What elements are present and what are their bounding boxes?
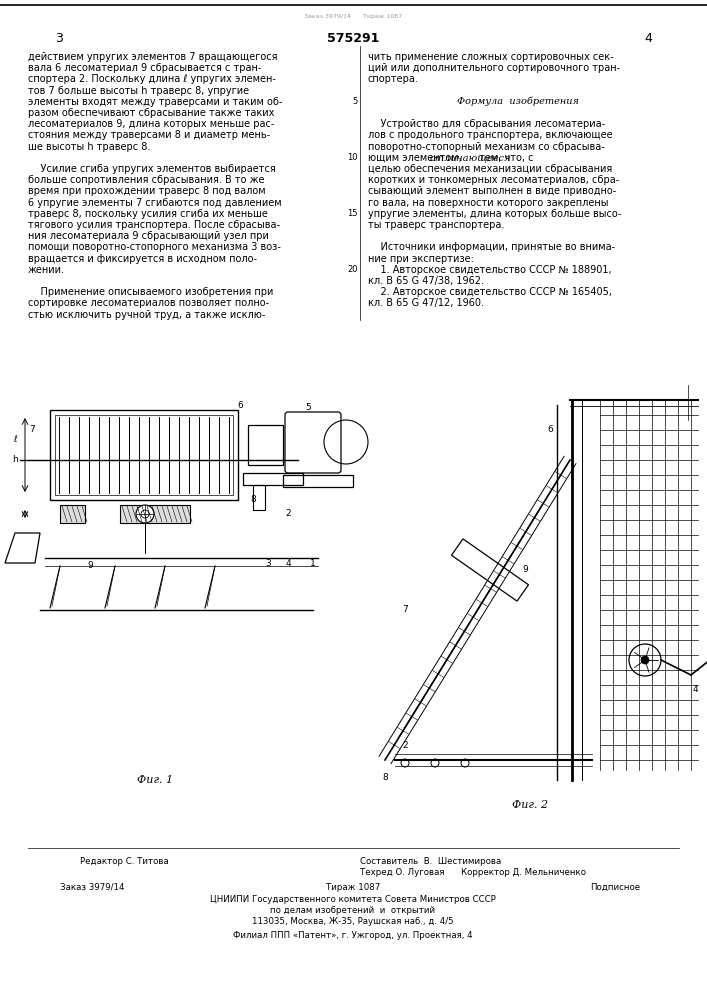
Text: 20: 20 bbox=[348, 265, 358, 274]
Text: упругие элементы, длина которых больше высо-: упругие элементы, длина которых больше в… bbox=[368, 209, 621, 219]
Text: Формула  изобретения: Формула изобретения bbox=[457, 97, 579, 106]
Circle shape bbox=[629, 644, 661, 676]
Text: чить применение сложных сортировочных сек-: чить применение сложных сортировочных се… bbox=[368, 52, 614, 62]
Text: 10: 10 bbox=[348, 153, 358, 162]
Text: Составитель  В.  Шестимирова: Составитель В. Шестимирова bbox=[360, 857, 501, 866]
Circle shape bbox=[401, 759, 409, 767]
Text: действием упругих элементов 7 вращающегося: действием упругих элементов 7 вращающего… bbox=[28, 52, 278, 62]
Circle shape bbox=[141, 510, 149, 518]
Text: 4: 4 bbox=[285, 558, 291, 568]
Text: лов с продольного транспортера, включающее: лов с продольного транспортера, включающ… bbox=[368, 130, 613, 140]
Text: больше сопротивления сбрасывания. В то же: больше сопротивления сбрасывания. В то ж… bbox=[28, 175, 264, 185]
Text: Филиал ППП «Патент», г. Ужгород, ул. Проектная, 4: Филиал ППП «Патент», г. Ужгород, ул. Про… bbox=[233, 931, 473, 940]
Text: спортера 2. Поскольку длина ℓ упругих элемен-: спортера 2. Поскольку длина ℓ упругих эл… bbox=[28, 74, 276, 84]
Text: ющим элементом,: ющим элементом, bbox=[368, 153, 465, 163]
Text: Тираж 1087: Тираж 1087 bbox=[326, 883, 380, 892]
Text: тов 7 больше высоты h траверс 8, упругие: тов 7 больше высоты h траверс 8, упругие bbox=[28, 86, 249, 96]
Text: 113035, Москва, Ж-35, Раушская наб., д. 4/5: 113035, Москва, Ж-35, Раушская наб., д. … bbox=[252, 917, 454, 926]
Text: 8: 8 bbox=[382, 774, 388, 782]
Text: Усилие сгиба упругих элементов выбирается: Усилие сгиба упругих элементов выбираетс… bbox=[28, 164, 276, 174]
Text: кл. В 65 G 47/38, 1962.: кл. В 65 G 47/38, 1962. bbox=[368, 276, 484, 286]
Text: поворотно-стопорный механизм со сбрасыва-: поворотно-стопорный механизм со сбрасыва… bbox=[368, 142, 604, 152]
Polygon shape bbox=[60, 505, 85, 523]
Text: 15: 15 bbox=[348, 209, 358, 218]
Text: Подписное: Подписное bbox=[590, 883, 640, 892]
Text: Редактор С. Титова: Редактор С. Титова bbox=[80, 857, 169, 866]
Text: 4: 4 bbox=[644, 32, 652, 45]
Text: тем, что, с: тем, что, с bbox=[476, 153, 533, 163]
Text: 5: 5 bbox=[305, 402, 311, 412]
Text: 9: 9 bbox=[522, 566, 528, 574]
Text: 9: 9 bbox=[87, 562, 93, 570]
Text: h: h bbox=[12, 456, 18, 464]
Text: Заказ 3979/14: Заказ 3979/14 bbox=[60, 883, 124, 892]
Text: коротких и тонкомерных лесоматериалов, сбра-: коротких и тонкомерных лесоматериалов, с… bbox=[368, 175, 619, 185]
Text: лесоматериалов 9, длина которых меньше рас-: лесоматериалов 9, длина которых меньше р… bbox=[28, 119, 274, 129]
Text: 2: 2 bbox=[285, 508, 291, 518]
Text: Фиг. 2: Фиг. 2 bbox=[512, 800, 548, 810]
Text: тягового усилия транспортера. После сбрасыва-: тягового усилия транспортера. После сбра… bbox=[28, 220, 280, 230]
Text: 2: 2 bbox=[402, 740, 408, 750]
Text: Техред О. Луговая      Корректор Д. Мельниченко: Техред О. Луговая Корректор Д. Мельничен… bbox=[360, 868, 586, 877]
Text: Устройство для сбрасывания лесоматериа-: Устройство для сбрасывания лесоматериа- bbox=[368, 119, 605, 129]
Text: по делам изобретений  и  открытий: по делам изобретений и открытий bbox=[271, 906, 436, 915]
Text: 5: 5 bbox=[353, 97, 358, 106]
Text: 8: 8 bbox=[250, 495, 256, 504]
Text: ше высоты h траверс 8.: ше высоты h траверс 8. bbox=[28, 142, 151, 152]
Text: спортера.: спортера. bbox=[368, 74, 419, 84]
Text: Заказ 3979/14      Тираж 1087: Заказ 3979/14 Тираж 1087 bbox=[304, 14, 402, 19]
Text: 6: 6 bbox=[547, 426, 553, 434]
Circle shape bbox=[136, 505, 154, 523]
Text: вала 6 лесоматериал 9 сбрасывается с тран-: вала 6 лесоматериал 9 сбрасывается с тра… bbox=[28, 63, 262, 73]
Text: 575291: 575291 bbox=[327, 32, 379, 45]
Text: сывающий элемент выполнен в виде приводно-: сывающий элемент выполнен в виде приводн… bbox=[368, 186, 617, 196]
Text: разом обеспечивают сбрасывание также таких: разом обеспечивают сбрасывание также так… bbox=[28, 108, 274, 118]
Text: кл. В 65 G 47/12, 1960.: кл. В 65 G 47/12, 1960. bbox=[368, 298, 484, 308]
Circle shape bbox=[431, 759, 439, 767]
Polygon shape bbox=[452, 539, 529, 601]
Text: 7: 7 bbox=[402, 605, 408, 614]
Text: вращается и фиксируется в исходном поло-: вращается и фиксируется в исходном поло- bbox=[28, 254, 257, 264]
Text: траверс 8, поскольку усилия сгиба их меньше: траверс 8, поскольку усилия сгиба их мен… bbox=[28, 209, 268, 219]
Text: Фиг. 1: Фиг. 1 bbox=[137, 775, 173, 785]
Text: 2. Авторское свидетельство СССР № 165405,: 2. Авторское свидетельство СССР № 165405… bbox=[368, 287, 612, 297]
Text: жении.: жении. bbox=[28, 265, 65, 275]
Text: стояния между траверсами 8 и диаметр мень-: стояния между траверсами 8 и диаметр мен… bbox=[28, 130, 270, 140]
Text: ций или дополнительного сортировочного тран-: ций или дополнительного сортировочного т… bbox=[368, 63, 620, 73]
Text: 4: 4 bbox=[692, 686, 698, 694]
Text: ние при экспертизе:: ние при экспертизе: bbox=[368, 254, 474, 264]
Text: ния лесоматериала 9 сбрасывающий узел при: ния лесоматериала 9 сбрасывающий узел пр… bbox=[28, 231, 269, 241]
Text: целью обеспечения механизации сбрасывания: целью обеспечения механизации сбрасывани… bbox=[368, 164, 612, 174]
Text: Источники информации, принятые во внима-: Источники информации, принятые во внима- bbox=[368, 242, 615, 252]
Text: го вала, на поверхности которого закреплены: го вала, на поверхности которого закрепл… bbox=[368, 198, 609, 208]
Polygon shape bbox=[120, 505, 190, 523]
Circle shape bbox=[461, 759, 469, 767]
Text: 6: 6 bbox=[237, 400, 243, 410]
Text: ℓ: ℓ bbox=[13, 436, 17, 444]
Text: 1: 1 bbox=[310, 558, 316, 568]
Text: сортировке лесоматериалов позволяет полно-: сортировке лесоматериалов позволяет полн… bbox=[28, 298, 269, 308]
Text: 1. Авторское свидетельство СССР № 188901,: 1. Авторское свидетельство СССР № 188901… bbox=[368, 265, 612, 275]
Circle shape bbox=[641, 656, 649, 664]
Text: 3: 3 bbox=[265, 558, 271, 568]
Text: время при прохождении траверс 8 под валом: время при прохождении траверс 8 под вало… bbox=[28, 186, 266, 196]
Text: стью исключить ручной труд, а также исклю-: стью исключить ручной труд, а также искл… bbox=[28, 310, 265, 320]
Text: отличающееся: отличающееся bbox=[430, 153, 511, 162]
Text: 3: 3 bbox=[55, 32, 63, 45]
Text: ты траверс транспортера.: ты траверс транспортера. bbox=[368, 220, 504, 230]
Text: помощи поворотно-стопорного механизма 3 воз-: помощи поворотно-стопорного механизма 3 … bbox=[28, 242, 281, 252]
Text: 6 упругие элементы 7 сгибаются под давлением: 6 упругие элементы 7 сгибаются под давле… bbox=[28, 198, 281, 208]
Text: Применение описываемого изобретения при: Применение описываемого изобретения при bbox=[28, 287, 274, 297]
Text: ЦНИИПИ Государственного комитета Совета Министров СССР: ЦНИИПИ Государственного комитета Совета … bbox=[210, 895, 496, 904]
Text: 7: 7 bbox=[29, 426, 35, 434]
Text: элементы входят между траверсами и таким об-: элементы входят между траверсами и таким… bbox=[28, 97, 283, 107]
